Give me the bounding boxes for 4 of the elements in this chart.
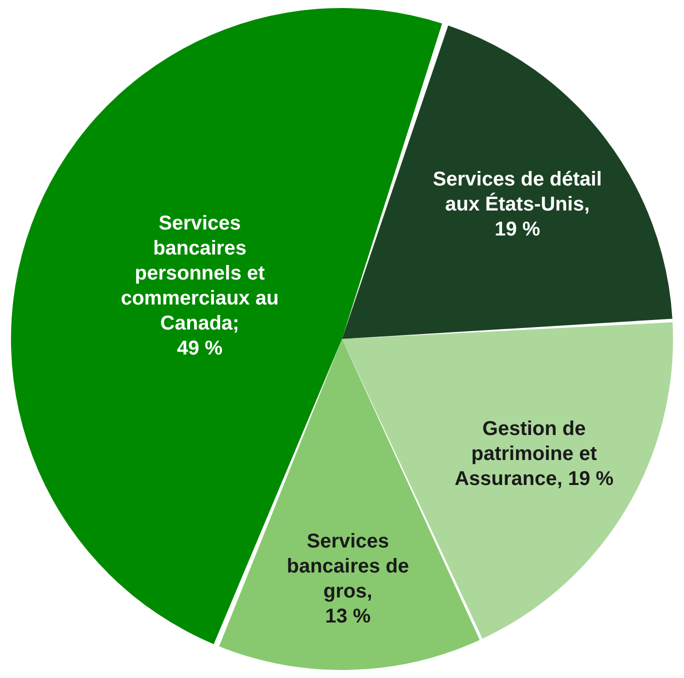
slice-label: Services bancaires personnels et commerciaux au Canada; 49 % xyxy=(120,212,279,360)
slice-label: Gestion de patrimoine et Assurance, 19 % xyxy=(454,418,614,490)
slice-label: Services de détail aux États-Unis, 19 % xyxy=(432,168,602,240)
slice-label: Services bancaires de gros, 13 % xyxy=(286,530,410,628)
